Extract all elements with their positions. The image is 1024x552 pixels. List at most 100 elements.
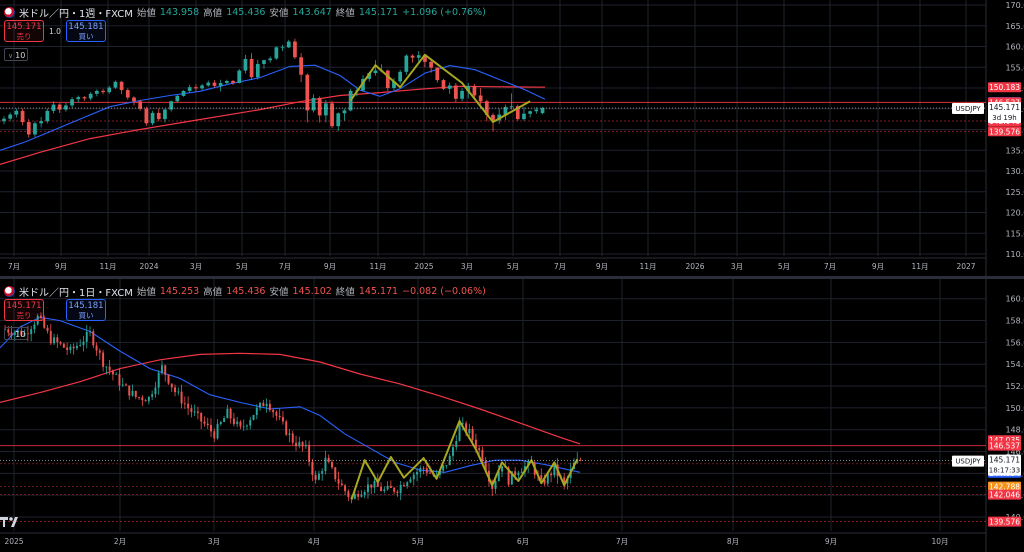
weekly-buy-button[interactable]: 145.181 買い [66,20,106,42]
candle-body [373,70,378,74]
y-tick-label: 150.000 [1005,404,1024,413]
candle-body [503,107,508,115]
candle-body [49,330,52,344]
candle-body [218,83,223,86]
candle-body [53,337,56,344]
candle-body [298,442,301,447]
current-price: 145.171 [989,103,1020,112]
daily-sell-button[interactable]: 145.171 売り [4,299,44,321]
candle-body [85,331,88,342]
x-tick-label: 9月 [596,262,608,271]
candle-body [404,55,409,72]
candle-body [429,61,433,68]
weekly-lot-toggle[interactable]: ∨ 10 [4,48,28,61]
candle-body [399,485,402,493]
candle-body [534,109,539,112]
x-tick-label: 2026 [685,262,704,271]
candle-body [147,396,150,402]
daily-chart-pane[interactable]: 160.000 158.000 156.000 154.000 152.000 150.0… [0,279,1024,552]
candle-body [334,467,337,480]
candle-body [72,346,75,349]
candle-body [39,315,42,318]
daily-buy-button[interactable]: 145.181 買い [66,299,106,321]
candle-body [448,455,451,466]
candle-body [249,419,252,426]
y-tick-label: 130.000 [1005,167,1024,176]
tradingview-logo-icon[interactable] [0,516,22,528]
candle-body [472,85,477,96]
x-tick-label: 4月 [308,537,320,546]
candle-body [213,431,216,439]
daily-lot-toggle[interactable]: ∨ 10 [4,327,28,340]
weekly-sell-button[interactable]: 145.171 売り [4,20,44,42]
daily-chart[interactable]: 160.000 158.000 156.000 154.000 152.000 150.0… [0,279,1024,552]
candle-body [301,442,304,447]
symbol-tag-bg [952,103,984,115]
candle-body [190,408,193,412]
candle-body [237,70,242,84]
candle-body [324,103,328,116]
weekly-chart[interactable]: 170.000165.000160.000155.000150.000145.0… [0,0,1024,276]
daily-symbol-title[interactable]: 米ドル／円・1日・FXCM [19,287,133,299]
weekly-chart-pane[interactable]: 170.000165.000160.000155.000150.000145.0… [0,0,1024,276]
candle-body [98,350,101,353]
candle-body [474,439,477,449]
candle-body [14,110,19,115]
candle-body [175,95,180,102]
x-tick-label: 7月 [554,262,566,271]
candle-body [82,97,87,99]
x-tick-label: 10月 [931,537,948,546]
candle-body [226,408,229,419]
y-tick-label: 160.000 [1005,295,1024,304]
y-tick-label: 146.000 [1005,448,1024,457]
candle-body [396,491,399,493]
y-tick-label: 158.000 [1005,317,1024,326]
candle-body [409,479,412,483]
candle-body [181,90,186,96]
candle-body [223,418,226,422]
x-tick-label: 11月 [639,262,656,271]
candle-body [10,332,13,335]
candle-body [8,114,13,119]
candle-body [20,330,23,336]
candle-body [174,387,177,393]
pane-divider[interactable] [0,276,1024,279]
candle-body [435,67,440,81]
x-tick-label: 2月 [114,537,126,546]
usd-jpy-flag-icon [4,6,15,18]
candle-body [509,106,514,108]
candle-body [442,465,445,471]
candle-body [212,82,217,86]
x-tick-label: 2025 [4,537,23,546]
x-tick-label: 7月 [616,537,628,546]
price-label-bg [988,481,1021,492]
candle-body [452,447,454,456]
candle-body [494,480,497,489]
candle-body [113,81,118,88]
candle-body [194,87,198,89]
candle-body [389,485,392,488]
y-tick-label: 160.000 [1005,43,1024,52]
candle-body [347,491,350,498]
x-tick-label: 5月 [236,262,248,271]
candle-body [255,63,260,78]
symbol-tag: USDJPY [955,458,981,466]
candle-body [151,394,154,397]
y-tick-label: 148.000 [1005,426,1024,435]
candle-body [164,365,167,375]
x-tick-label: 3月 [208,537,220,546]
candle-body [522,113,526,120]
candle-body [330,103,334,127]
y-tick-label: 125.000 [1005,188,1024,197]
x-tick-label: 3月 [461,262,473,271]
candle-body [501,466,504,472]
weekly-symbol-title[interactable]: 米ドル／円・1週・FXCM [19,8,133,20]
candle-body [229,408,232,419]
candle-body [317,97,322,116]
candle-body [210,425,212,432]
candle-body [357,494,360,497]
candle-body [563,477,566,484]
candle-body [92,331,95,346]
candle-body [515,106,520,120]
candle-body [236,421,239,425]
